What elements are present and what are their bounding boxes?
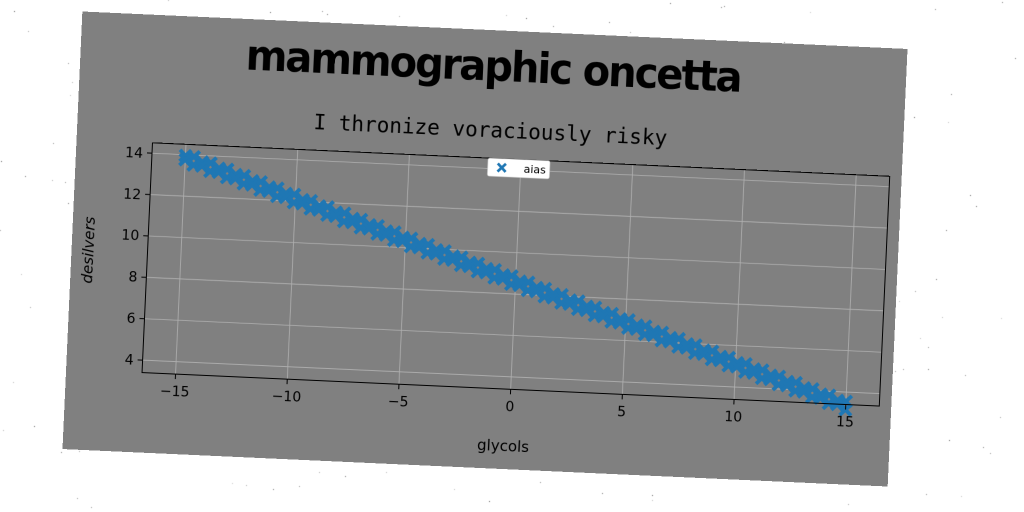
data-point (261, 184, 277, 199)
x-tick-label: −15 (160, 383, 190, 400)
figure-panel: mammographic oncetta I thronize voraciou… (62, 11, 908, 487)
grid-line-y (142, 359, 880, 395)
x-tick-label: −5 (387, 394, 408, 411)
chart-svg: I thronize voraciously risky −15 −10 −5 0 5 1… (78, 110, 891, 456)
data-point (194, 158, 210, 174)
grid-line-y (148, 235, 886, 270)
grid-line-x (621, 164, 634, 395)
legend-box (487, 157, 551, 180)
data-point (295, 196, 310, 211)
data-point (529, 284, 544, 299)
grid-line-x (845, 174, 857, 405)
data-point (545, 290, 561, 306)
data-point (244, 177, 260, 193)
grid-line-y (146, 276, 884, 312)
x-tick-label: 10 (724, 409, 743, 426)
data-point (562, 296, 577, 312)
data-point (328, 209, 343, 224)
data-point (361, 221, 377, 237)
y-tick-label: 12 (123, 186, 142, 203)
data-point (796, 384, 812, 400)
legend-label: aias (523, 163, 546, 177)
data-point (696, 347, 711, 362)
legend: aias (487, 157, 551, 180)
data-point (629, 322, 644, 337)
data-point (178, 152, 193, 168)
data-point (579, 303, 594, 318)
data-point (345, 215, 360, 230)
x-tick-label: 5 (617, 404, 627, 420)
y-axis-label: desilvers (78, 216, 99, 284)
chart-subtitle: I thronize voraciously risky (313, 110, 668, 150)
y-tick-label: 10 (121, 228, 140, 245)
y-tick-label: 6 (126, 311, 136, 327)
grid-line-x (286, 149, 299, 380)
x-tick-label: −10 (271, 388, 301, 405)
data-point (462, 259, 477, 274)
x-axis-label: glycols (477, 436, 530, 456)
data-point (763, 372, 778, 387)
data-point (746, 365, 761, 381)
grid-line-y (144, 318, 882, 353)
scatter-points (178, 148, 854, 417)
data-point (713, 353, 728, 368)
data-point (729, 359, 745, 375)
x-tick-label: 0 (505, 399, 515, 415)
y-tick-label: 8 (128, 270, 138, 286)
grid-line-x (398, 154, 410, 385)
data-point (495, 271, 511, 287)
data-point (838, 402, 853, 417)
grid-line-y (150, 194, 888, 229)
legend-x-marker (496, 162, 507, 173)
data-point (395, 234, 410, 249)
data-point (311, 202, 327, 218)
data-point (228, 171, 243, 186)
x-axis-ticks: −15 −10 −5 0 5 10 15 (160, 374, 855, 431)
grid-lines (142, 144, 890, 405)
data-point (662, 334, 678, 349)
data-point (813, 391, 828, 406)
legend-marker-x-icon (496, 162, 507, 173)
data-point (412, 240, 427, 255)
data-point (479, 265, 494, 280)
data-point (211, 165, 226, 180)
data-point (445, 253, 460, 268)
data-point (679, 340, 695, 356)
grid-line-x (175, 144, 187, 375)
x-tick-label: 15 (836, 414, 855, 431)
y-tick-label: 14 (125, 145, 144, 162)
y-axis-ticks: 4 6 8 10 12 14 (121, 145, 153, 369)
y-tick-label: 4 (124, 352, 134, 368)
data-point (512, 278, 527, 293)
data-point (378, 227, 394, 243)
data-point (612, 315, 628, 331)
data-point (646, 328, 661, 343)
data-point (779, 378, 795, 393)
data-point (428, 246, 444, 262)
data-point (278, 190, 293, 205)
data-point (596, 309, 611, 324)
